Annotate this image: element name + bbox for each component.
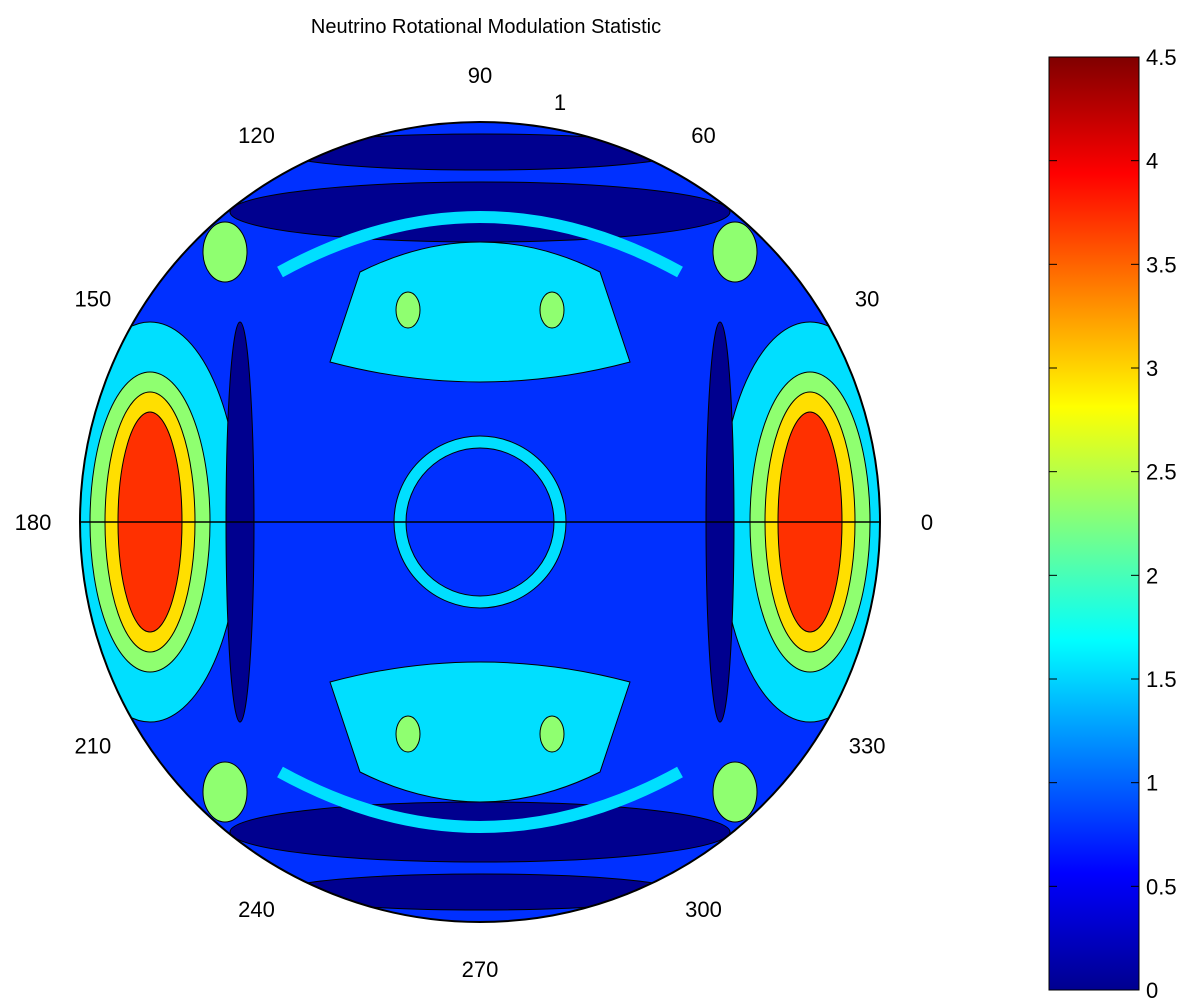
radial-tick-labels: 1	[554, 90, 566, 115]
angular-tick-label: 60	[691, 123, 715, 148]
contour-patch-top-left	[395, 291, 421, 329]
contour-region-low-edge-bottom	[279, 873, 681, 911]
radial-tick-label: 1	[554, 90, 566, 115]
colorbar-tick-label: 4.5	[1146, 45, 1177, 70]
angular-tick-label: 240	[238, 897, 275, 922]
angular-tick-label: 0	[921, 510, 933, 535]
colorbar-tick-label: 0.5	[1146, 874, 1177, 899]
angular-tick-labels: 0 30 60 90 120 150 180 210 240 270 300 330	[15, 63, 933, 982]
colorbar: 0 0.5 1 1.5 2 2.5 3 3.5 4 4.5	[1048, 45, 1177, 1002]
colorbar-tick-label: 1	[1146, 771, 1158, 796]
chart-title: Neutrino Rotational Modulation Statistic	[311, 16, 661, 38]
contour-patch-bottom-right	[539, 715, 565, 753]
colorbar-gradient	[1048, 56, 1140, 991]
colorbar-tick-label: 3.5	[1146, 252, 1177, 277]
polar-boundary	[79, 121, 881, 923]
angular-tick-label: 180	[15, 510, 52, 535]
angular-tick-label: 120	[238, 123, 275, 148]
contour-cap-band-bottom	[277, 766, 683, 833]
contour-cap-top	[329, 241, 631, 383]
contour-corner-right-top	[712, 221, 758, 283]
contour-corner-left-top	[202, 221, 248, 283]
colorbar-tick-label: 2	[1146, 563, 1158, 588]
contour-corner-left-bottom	[202, 761, 248, 823]
contour-patch-bottom-left	[395, 715, 421, 753]
colorbar-tick-label: 1.5	[1146, 667, 1177, 692]
colorbar-tick-label: 4	[1146, 149, 1158, 174]
angular-tick-label: 210	[75, 734, 112, 759]
contour-patch-top-right	[539, 291, 565, 329]
polar-plot	[79, 121, 881, 923]
angular-tick-label: 330	[849, 734, 886, 759]
contour-cap-band-top	[277, 211, 683, 278]
colorbar-ticks: 0 0.5 1 1.5 2 2.5 3 3.5 4 4.5	[1049, 45, 1177, 1002]
contour-cap-bottom	[329, 661, 631, 803]
angular-tick-label: 270	[462, 957, 499, 982]
angular-tick-label: 30	[855, 287, 879, 312]
colorbar-tick-label: 2.5	[1146, 460, 1177, 485]
angular-tick-label: 90	[468, 63, 492, 88]
angular-tick-label: 300	[685, 897, 722, 922]
contour-corner-right-bottom	[712, 761, 758, 823]
contour-region-low-edge-top	[279, 133, 681, 171]
angular-tick-label: 150	[75, 287, 112, 312]
colorbar-tick-label: 0	[1146, 978, 1158, 1002]
colorbar-tick-label: 3	[1146, 356, 1158, 381]
